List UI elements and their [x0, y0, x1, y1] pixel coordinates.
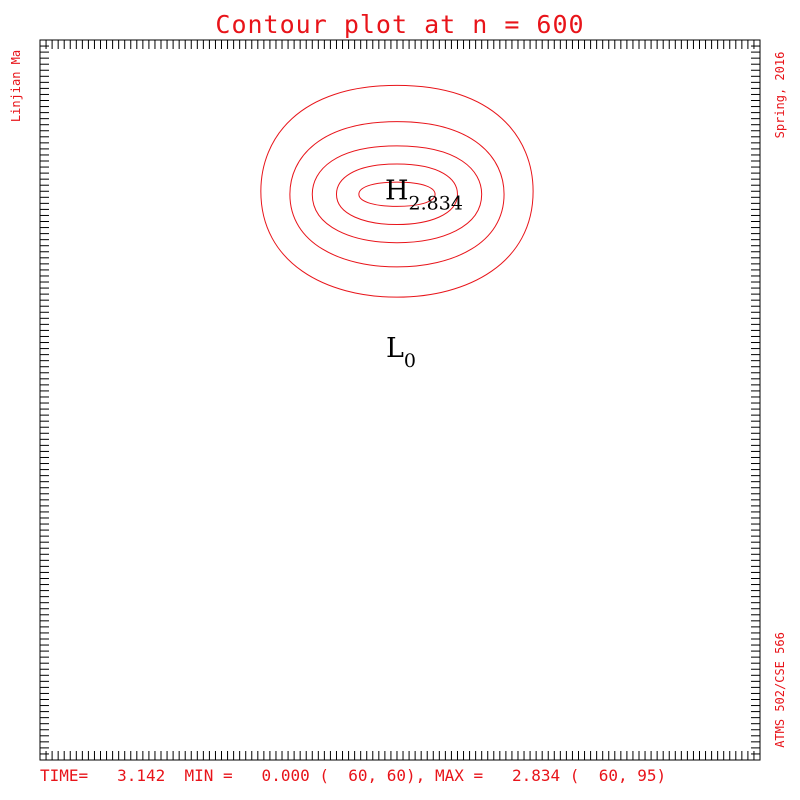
low-symbol: L [386, 333, 404, 364]
low-label: L0 [386, 333, 416, 372]
frame-ticks [39, 39, 761, 761]
contour-level-4 [335, 163, 458, 226]
contour-level-2 [289, 121, 505, 268]
course-note: ATMS 502/CSE 566 [773, 632, 787, 748]
chart-title: Contour plot at n = 600 [215, 10, 584, 39]
contour-level-5 [358, 181, 436, 207]
high-value: 2.834 [409, 192, 463, 214]
contour-level-3 [311, 145, 483, 244]
plot-frame [39, 39, 761, 761]
status-footer: TIME= 3.142 MIN = 0.000 ( 60, 60), MAX =… [40, 766, 666, 785]
high-label: H2.834 [385, 175, 463, 214]
semester-note: Spring, 2016 [773, 52, 787, 139]
author-note: Linjian Ma [9, 50, 23, 122]
contour-level-1 [260, 84, 534, 298]
high-symbol: H [385, 175, 409, 206]
low-value: 0 [404, 350, 416, 372]
contour-lines [260, 84, 534, 298]
